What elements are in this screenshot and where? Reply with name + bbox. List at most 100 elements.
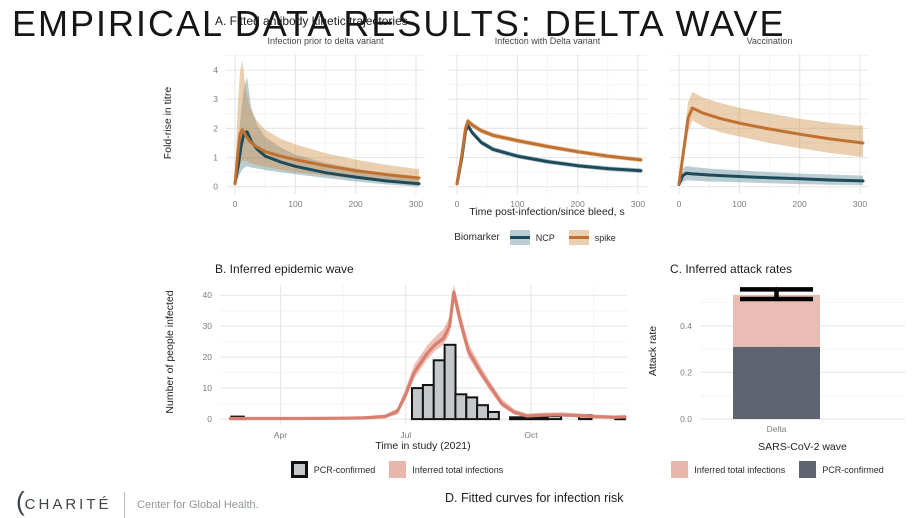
figure-b-legend: PCR-confirmed Inferred total infections: [158, 461, 636, 478]
spike-line: [455, 119, 643, 186]
axis-tick-label: Oct: [524, 430, 538, 440]
next-section-title-text: D. Fitted curves for infection risk: [445, 491, 624, 502]
figure-a-antibody-kinetics: A. Fitted antibody kinetic trajectories …: [158, 14, 912, 258]
axis-tick-label: Infection with Delta variant: [495, 36, 601, 46]
legend-item-pcr-label-c: PCR-confirmed: [822, 464, 884, 475]
pcr-confirmed-bar: [454, 393, 468, 421]
figure-b-x-axis-title: Time in study (2021): [375, 440, 471, 452]
axis-tick-label: 300: [853, 199, 867, 209]
axis-tick-label: 0.2: [680, 367, 692, 377]
axis-tick-label: 0: [455, 199, 460, 209]
legend-item-pcr-confirmed-c: PCR-confirmed: [799, 461, 884, 478]
ncp-legend-swatch-icon: [509, 230, 530, 245]
axis-tick-label: Vaccination: [747, 36, 793, 46]
kinetics-facet-1: Infection with Delta variant 0 100 200 300: [448, 36, 647, 209]
attack-rate-segment-0: [733, 346, 820, 419]
axis-tick-label: 3: [213, 94, 218, 104]
kinetics-facet-2: Vaccination 0 100 200 300: [670, 36, 869, 209]
pcr-confirmed-swatch-icon: [290, 461, 308, 478]
pcr-confirmed-bar: [509, 416, 549, 421]
pcr-confirmed-bar: [432, 359, 446, 421]
attack-rate-plot: [700, 285, 905, 420]
figure-c-legend: Inferred total infections PCR-confirmed: [640, 461, 915, 478]
NCP-ribbon: [457, 122, 641, 186]
pcr-confirmed-bar: [421, 384, 435, 421]
pcr-confirmed-bar: [476, 404, 490, 421]
figure-c-title: C. Inferred attack rates: [670, 262, 793, 276]
axis-tick-label: 200: [571, 199, 585, 209]
pcr-confirmed-bar: [465, 396, 479, 421]
kinetics-facet-0: Infection prior to delta variant 0 100 200 3…: [226, 36, 425, 209]
pcr-confirmed-bar: [487, 411, 500, 421]
axis-tick-label: 200: [793, 199, 807, 209]
spike-ribbon: [235, 59, 419, 186]
legend-item-pcr-confirmed: PCR-confirmed: [290, 461, 376, 478]
inferred-infections-line: [228, 290, 627, 421]
footer-divider: [123, 492, 126, 518]
attack-rate-chart: 0.0 0.2 0.4 Delta: [680, 285, 905, 434]
axis-tick-label: Jul: [400, 430, 411, 440]
error-bar: [740, 287, 813, 302]
figure-c-x-axis-title: SARS-CoV-2 wave: [758, 441, 847, 453]
axis-tick-label: 0: [233, 199, 238, 209]
attack-rate-segment-1: [733, 294, 820, 347]
footer: (CHARITÉ Center for Global Health.: [16, 488, 259, 518]
figure-b-epidemic-wave: B. Inferred epidemic wave Number of peop…: [158, 262, 636, 492]
NCP-line: [677, 171, 865, 186]
axis-tick-label: Delta: [767, 424, 787, 434]
spike-legend-swatch-icon: [568, 230, 589, 245]
biomarker-legend-title: Biomarker: [454, 232, 500, 243]
axis-tick-label: 300: [409, 199, 423, 209]
spike-line: [233, 128, 421, 186]
NCP-line: [233, 130, 421, 186]
axis-tick-label: 0.0: [680, 414, 692, 424]
legend-item-spike-label: spike: [594, 232, 616, 243]
axis-tick-label: 10: [203, 383, 213, 393]
spike-ribbon: [457, 117, 641, 186]
legend-item-pcr-label: PCR-confirmed: [313, 464, 376, 475]
axis-tick-label: 100: [510, 199, 524, 209]
legend-item-inferred-infections: Inferred total infections: [389, 461, 503, 478]
epidemic-wave-chart: 0 10 20 30 40 Apr Jul Oct: [203, 284, 627, 440]
axis-tick-label: 0: [207, 414, 212, 424]
footer-unit-label: Center for Global Health.: [137, 499, 259, 511]
charite-wordmark: CHARITÉ: [24, 496, 112, 513]
axis-tick-label: 300: [631, 199, 645, 209]
legend-item-ncp-label: NCP: [535, 232, 555, 243]
axis-tick-label: 40: [203, 290, 213, 300]
axis-tick-label: Infection prior to delta variant: [267, 36, 384, 46]
axis-tick-label: Apr: [274, 430, 287, 440]
NCP-ribbon: [235, 77, 419, 187]
legend-item-inferred-label-c: Inferred total infections: [694, 464, 786, 475]
axis-tick-label: 4: [213, 65, 218, 75]
figure-c-attack-rates: C. Inferred attack rates Attack rate 0.0…: [640, 262, 915, 492]
axis-tick-label: 200: [349, 199, 363, 209]
axis-tick-label: 0: [213, 182, 218, 192]
pcr-confirmed-bar: [411, 387, 424, 421]
axis-tick-label: 30: [203, 321, 213, 331]
inferred-infections-swatch-icon: [671, 461, 689, 478]
axis-tick-label: 100: [288, 199, 302, 209]
slide-title: EMPIRICAL DATA RESULTS: DELTA WAVE: [12, 3, 786, 45]
spike-ribbon: [679, 91, 863, 186]
axis-tick-label: 2: [213, 123, 218, 133]
epidemic-wave-plot: [220, 284, 627, 425]
axis-tick-label: 1: [213, 153, 218, 163]
legend-item-inferred-infections-c: Inferred total infections: [671, 461, 785, 478]
axis-tick-label: 0: [677, 199, 682, 209]
legend-item-ncp: NCP: [509, 230, 555, 245]
figure-b-title: B. Inferred epidemic wave: [215, 262, 354, 276]
axis-tick-label: 0.4: [680, 321, 692, 331]
figure-a-x-axis-title: Time post-infection/since bleed, s: [469, 206, 625, 218]
spike-line: [677, 106, 865, 186]
next-section-title: D. Fitted curves for infection risk: [445, 491, 624, 502]
figure-a-title: A. Fitted antibody kinetic trajectories: [215, 14, 408, 28]
biomarker-legend: Biomarker NCP spike: [158, 230, 912, 245]
inferred-infections-swatch-icon: [389, 461, 407, 478]
axis-tick-label: 100: [732, 199, 746, 209]
charite-logo-arc-icon: (: [16, 486, 25, 516]
pcr-confirmed-swatch-icon: [799, 461, 817, 478]
legend-item-spike: spike: [568, 230, 616, 245]
NCP-ribbon: [679, 166, 863, 187]
